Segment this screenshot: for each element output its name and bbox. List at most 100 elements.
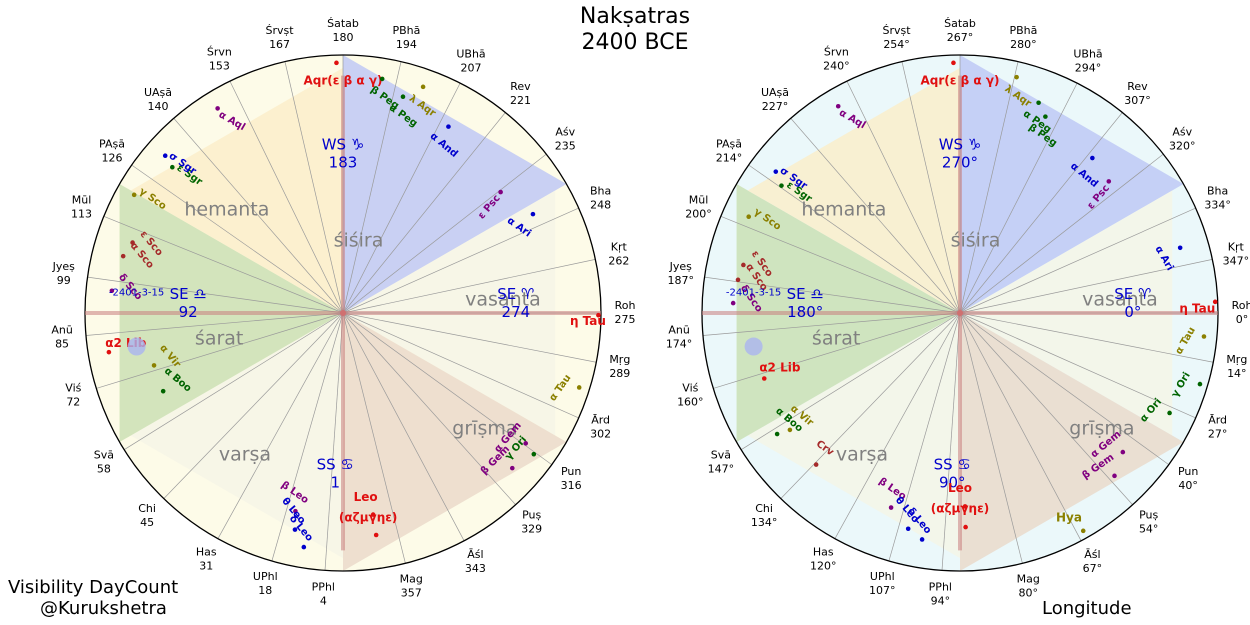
star-label: η Tau: [570, 314, 606, 328]
radial-spoke: [959, 82, 1078, 314]
nakshatra-value: 320°: [1169, 139, 1196, 152]
nakshatra-value: 174°: [666, 338, 693, 351]
nakshatra-name: PAṣā: [716, 137, 742, 150]
nakshatra-name: Has: [196, 546, 217, 559]
marker-value-0: 183: [329, 154, 358, 172]
nakshatra-name: Anū: [668, 324, 689, 337]
radial-spoke: [834, 312, 961, 539]
radial-spoke: [901, 61, 961, 314]
radial-spoke: [959, 112, 1123, 314]
nakshatra-value: 120°: [810, 560, 837, 573]
star-dot: [379, 76, 385, 82]
nakshatra-value: 85: [55, 338, 69, 351]
nakshatra-value: 94°: [931, 594, 951, 607]
radial-spoke: [85, 312, 344, 336]
star-dot: [1106, 179, 1112, 184]
nakshatra-value: 200°: [685, 207, 712, 220]
radial-spoke: [959, 312, 1169, 465]
radial-spoke: [342, 207, 579, 314]
star-label: Aqr(ε β α γ): [921, 73, 1000, 87]
nakshatra-name: Jyeṣ: [669, 260, 693, 273]
nakshatra-value: 262: [608, 254, 629, 267]
star-label: α2 Lib: [759, 361, 801, 375]
nakshatra-value: 4: [320, 594, 327, 607]
star-dot: [334, 60, 339, 66]
nakshatra-name: Svā: [711, 448, 731, 461]
star-dot: [301, 544, 307, 550]
radial-spoke: [173, 118, 344, 314]
marker-value-1: 274: [502, 303, 531, 321]
star-dot: [109, 288, 115, 294]
marker-value-2: 90°: [939, 473, 966, 491]
season-label-4: śarat: [812, 327, 860, 349]
star-dot: [120, 253, 126, 259]
star-dot: [373, 532, 379, 538]
radial-spoke: [959, 312, 1082, 541]
nakshatra-name: PPhl: [929, 580, 952, 593]
radial-spoke: [790, 118, 961, 314]
nakshatra-name: Śrvn: [207, 46, 232, 59]
star-dot: [962, 504, 968, 509]
radial-spoke: [959, 61, 1019, 314]
nakshatra-name: PBhā: [392, 24, 420, 37]
nakshatra-name: Mṛg: [609, 353, 630, 366]
nakshatra-value: 14°: [1227, 367, 1247, 380]
star-dot: [596, 312, 601, 318]
star-dot: [498, 189, 503, 195]
star-dot: [370, 512, 376, 517]
nakshatra-value: 126: [101, 151, 122, 164]
star-dot: [735, 277, 741, 283]
star-dot: [1197, 381, 1203, 387]
star-dot: [746, 214, 752, 220]
star-dot: [400, 94, 406, 100]
footer-right: Longitude: [1042, 598, 1132, 619]
radial-spoke: [324, 312, 344, 571]
marker-value-0: 270°: [942, 154, 978, 172]
nakshatra-value: 227°: [762, 100, 789, 113]
moon-disc: [744, 337, 763, 356]
radial-spoke: [124, 312, 344, 451]
nakshatra-name: UBhā: [456, 48, 485, 61]
star-dot: [730, 300, 736, 306]
star-dot: [215, 106, 220, 111]
nakshatra-value: 248: [590, 198, 611, 211]
nakshatra-name: Anū: [51, 324, 72, 337]
radial-spoke: [941, 312, 961, 571]
season-label-5: hemanta: [801, 198, 886, 220]
nakshatra-name: PBhā: [1009, 24, 1037, 37]
nakshatra-name: Aśv: [1172, 125, 1192, 138]
star-label: Aqr(ε β α γ): [304, 73, 383, 87]
radial-spoke: [342, 312, 597, 363]
star-dot: [1014, 74, 1019, 80]
radial-spoke: [131, 164, 344, 314]
nakshatra-value: 31: [199, 560, 213, 573]
nakshatra-value: 187°: [667, 274, 694, 287]
radial-spoke: [959, 312, 1214, 363]
nakshatra-name: Bha: [1207, 184, 1228, 197]
star-label: Hya: [1056, 511, 1082, 525]
star-dot: [131, 192, 137, 198]
marker-name-1: SE ♈: [1114, 285, 1151, 303]
star-dot: [905, 526, 911, 532]
radial-spoke: [720, 216, 961, 314]
sector-sisira: [343, 55, 567, 313]
nakshatra-value: 27°: [1208, 428, 1228, 441]
nakshatra-name: Śatab: [327, 17, 359, 30]
nakshatra-value: 329: [521, 523, 542, 536]
season-label-5: hemanta: [184, 198, 269, 220]
season-label-0: śiśira: [951, 229, 1001, 251]
radial-spoke: [704, 276, 961, 314]
nakshatra-name: Viś: [682, 381, 698, 394]
marker-value-3: 92: [179, 303, 198, 321]
nakshatra-value: 221: [510, 94, 531, 107]
nakshatra-value: 357: [401, 587, 422, 600]
radial-spoke: [959, 312, 1023, 564]
marker-value-1: 0°: [1124, 303, 1141, 321]
nakshatra-name: Roh: [615, 299, 636, 312]
nakshatra-name: Kṛt: [1228, 240, 1245, 253]
radial-spoke: [959, 312, 1133, 505]
nakshatra-name: Rev: [510, 80, 531, 93]
star-dot: [888, 505, 894, 510]
nakshatra-value: 147°: [708, 462, 735, 475]
star-dot: [509, 465, 515, 471]
